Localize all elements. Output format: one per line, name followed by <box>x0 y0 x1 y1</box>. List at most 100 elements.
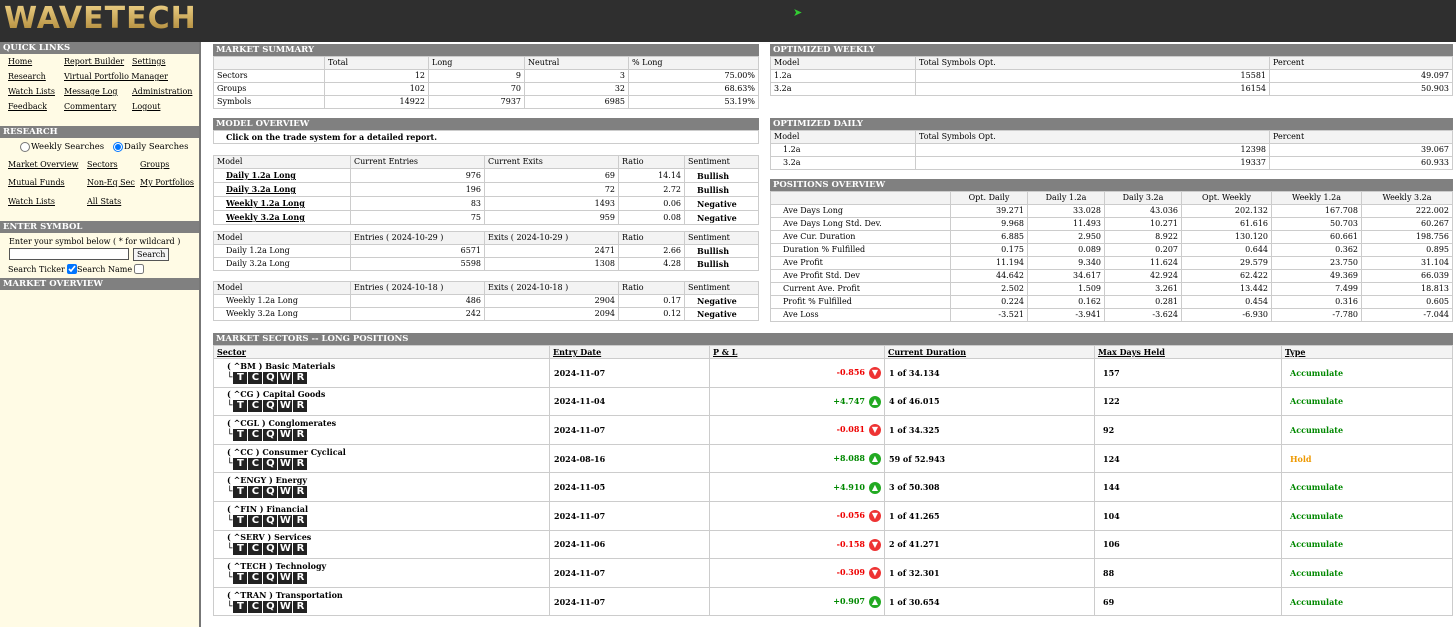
sector-name[interactable]: ( ^ENGY ) Energy <box>227 475 308 486</box>
link-weekly-12a-long[interactable]: Weekly 1.2a Long <box>226 198 305 208</box>
link-watch-lists-research[interactable]: Watch Lists <box>8 197 55 206</box>
tree-branch-icon: └ <box>227 401 233 412</box>
tcqwr-w-icon[interactable]: W <box>278 514 293 527</box>
symbol-input[interactable] <box>9 248 129 260</box>
sector-name[interactable]: ( ^CG ) Capital Goods <box>227 389 326 400</box>
tcqwr-q-icon[interactable]: Q <box>263 400 278 413</box>
link-non-eq-sec[interactable]: Non-Eq Sec <box>87 178 135 187</box>
daily-searches-option[interactable]: Daily Searches <box>113 142 188 152</box>
tcqwr-t-icon[interactable]: T <box>233 428 248 441</box>
tcqwr-t-icon[interactable]: T <box>233 457 248 470</box>
tcqwr-c-icon[interactable]: C <box>248 400 263 413</box>
link-commentary[interactable]: Commentary <box>64 102 117 111</box>
tree-branch-icon: └ <box>227 487 233 498</box>
link-groups[interactable]: Groups <box>140 160 170 169</box>
link-sectors[interactable]: Sectors <box>87 160 118 169</box>
tcqwr-w-icon[interactable]: W <box>278 428 293 441</box>
col-current-duration[interactable]: Current Duration <box>884 345 1095 359</box>
tcqwr-r-icon[interactable]: R <box>293 428 308 441</box>
tcqwr-q-icon[interactable]: Q <box>263 428 278 441</box>
tcqwr-q-icon[interactable]: Q <box>263 571 278 584</box>
tcqwr-c-icon[interactable]: C <box>248 486 263 499</box>
link-report-builder[interactable]: Report Builder <box>64 57 125 66</box>
tcqwr-c-icon[interactable]: C <box>248 514 263 527</box>
tcqwr-r-icon[interactable]: R <box>293 457 308 470</box>
link-feedback[interactable]: Feedback <box>8 102 47 111</box>
tcqwr-r-icon[interactable]: R <box>293 514 308 527</box>
wavetech-logo[interactable]: WAVETECH <box>4 1 197 36</box>
link-watch-lists[interactable]: Watch Lists <box>8 87 55 96</box>
tcqwr-r-icon[interactable]: R <box>293 600 308 613</box>
tcqwr-t-icon[interactable]: T <box>233 371 248 384</box>
tcqwr-c-icon[interactable]: C <box>248 428 263 441</box>
search-ticker-checkbox[interactable] <box>66 264 77 274</box>
tcqwr-c-icon[interactable]: C <box>248 571 263 584</box>
tcqwr-t-icon[interactable]: T <box>233 600 248 613</box>
tcqwr-c-icon[interactable]: C <box>248 543 263 556</box>
entry-date: 2024-11-04 <box>549 386 710 417</box>
col-max-days-held[interactable]: Max Days Held <box>1094 345 1282 359</box>
sector-name[interactable]: ( ^CC ) Consumer Cyclical <box>227 446 346 457</box>
link-my-portfolios[interactable]: My Portfolios <box>140 178 194 187</box>
quick-links: Home Report Builder Settings Research Vi… <box>0 54 199 126</box>
tcqwr-c-icon[interactable]: C <box>248 371 263 384</box>
tcqwr-r-icon[interactable]: R <box>293 486 308 499</box>
search-name-checkbox[interactable] <box>134 264 145 274</box>
link-market-overview[interactable]: Market Overview <box>8 160 79 169</box>
tcqwr-w-icon[interactable]: W <box>278 486 293 499</box>
weekly-searches-radio[interactable] <box>20 142 30 152</box>
tcqwr-t-icon[interactable]: T <box>233 571 248 584</box>
tcqwr-w-icon[interactable]: W <box>278 457 293 470</box>
weekly-searches-option[interactable]: Weekly Searches <box>20 142 104 152</box>
col-pl[interactable]: P & L <box>709 345 885 359</box>
tcqwr-q-icon[interactable]: Q <box>263 600 278 613</box>
link-home[interactable]: Home <box>8 57 33 66</box>
entry-date: 2024-11-07 <box>549 558 710 588</box>
link-daily-32a-long[interactable]: Daily 3.2a Long <box>226 184 296 194</box>
tcqwr-q-icon[interactable]: Q <box>263 457 278 470</box>
sector-name[interactable]: ( ^SERV ) Services <box>227 532 312 543</box>
search-ticker-option[interactable]: Search Ticker <box>8 264 77 274</box>
sector-name[interactable]: ( ^FIN ) Financial <box>227 503 309 514</box>
tcqwr-c-icon[interactable]: C <box>248 600 263 613</box>
tcqwr-t-icon[interactable]: T <box>233 486 248 499</box>
tcqwr-t-icon[interactable]: T <box>233 543 248 556</box>
link-mutual-funds[interactable]: Mutual Funds <box>8 178 65 187</box>
link-message-log[interactable]: Message Log <box>64 87 118 96</box>
link-research[interactable]: Research <box>8 72 46 81</box>
tcqwr-r-icon[interactable]: R <box>293 400 308 413</box>
col-sector[interactable]: Sector <box>213 345 550 359</box>
link-settings[interactable]: Settings <box>132 57 166 66</box>
col-type[interactable]: Type <box>1281 345 1453 359</box>
tcqwr-c-icon[interactable]: C <box>248 457 263 470</box>
search-name-option[interactable]: Search Name <box>77 264 145 274</box>
link-logout[interactable]: Logout <box>132 102 161 111</box>
search-button[interactable]: Search <box>133 248 170 261</box>
table-row: ( ^TRAN ) Transportation └ T C Q W R 2024-11-… <box>213 586 1453 617</box>
tcqwr-q-icon[interactable]: Q <box>263 371 278 384</box>
tcqwr-q-icon[interactable]: Q <box>263 543 278 556</box>
tcqwr-w-icon[interactable]: W <box>278 571 293 584</box>
col-entry-date[interactable]: Entry Date <box>549 345 710 359</box>
link-daily-12a-long[interactable]: Daily 1.2a Long <box>226 170 296 180</box>
tcqwr-w-icon[interactable]: W <box>278 371 293 384</box>
sector-name[interactable]: ( ^TRAN ) Transportation <box>227 589 343 600</box>
link-administration[interactable]: Administration <box>132 87 193 96</box>
tcqwr-q-icon[interactable]: Q <box>263 486 278 499</box>
sector-name[interactable]: ( ^BM ) Basic Materials <box>227 360 336 371</box>
sector-name[interactable]: ( ^CGL ) Conglomerates <box>227 417 337 428</box>
tcqwr-w-icon[interactable]: W <box>278 543 293 556</box>
link-all-stats[interactable]: All Stats <box>87 197 122 206</box>
link-weekly-32a-long[interactable]: Weekly 3.2a Long <box>226 212 305 222</box>
tcqwr-w-icon[interactable]: W <box>278 400 293 413</box>
tcqwr-r-icon[interactable]: R <box>293 371 308 384</box>
link-virtual-portfolio-manager[interactable]: Virtual Portfolio Manager <box>64 72 168 81</box>
tcqwr-q-icon[interactable]: Q <box>263 514 278 527</box>
sector-name[interactable]: ( ^TECH ) Technology <box>227 560 327 571</box>
tcqwr-w-icon[interactable]: W <box>278 600 293 613</box>
tcqwr-r-icon[interactable]: R <box>293 543 308 556</box>
daily-searches-radio[interactable] <box>113 142 123 152</box>
tcqwr-t-icon[interactable]: T <box>233 514 248 527</box>
tcqwr-t-icon[interactable]: T <box>233 400 248 413</box>
tcqwr-r-icon[interactable]: R <box>293 571 308 584</box>
